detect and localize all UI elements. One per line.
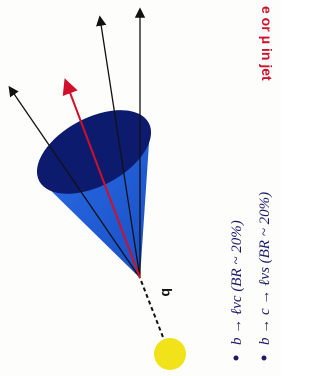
lepton-label: e or μ in jet — [259, 6, 275, 81]
b-hadron — [154, 338, 186, 370]
quark-label: b — [159, 288, 175, 297]
bullet-text: b → c → ℓνs (BR ~ 20%) — [257, 192, 273, 345]
bullet-text: b → ℓνc (BR ~ 20%) — [229, 220, 245, 345]
bullet-dot — [262, 356, 267, 361]
bullet-dot — [234, 356, 239, 361]
slide: b e or μ in jet b → ℓνc (BR ~ 20%) b → c… — [0, 0, 281, 376]
